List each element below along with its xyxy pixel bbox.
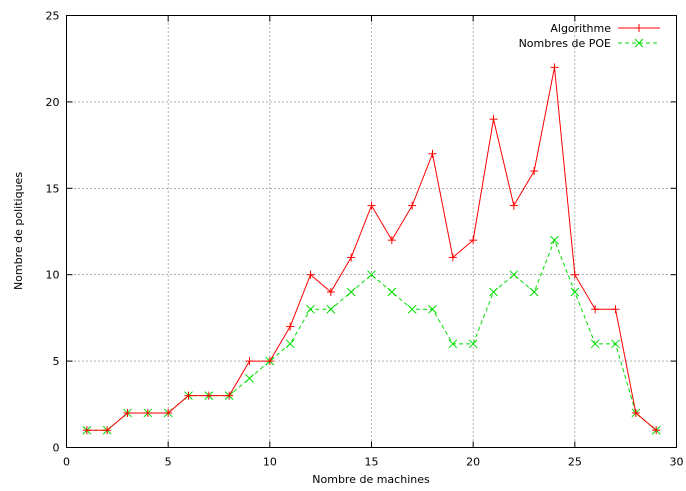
data-point [489,115,498,124]
y-tick-label: 20 [46,96,60,109]
data-point [306,270,315,279]
data-point [245,374,254,383]
x-tick-label: 30 [670,456,684,469]
y-tick-label: 5 [53,355,60,368]
grid [66,15,677,448]
data-point [347,253,356,262]
y-tick-label: 15 [46,182,60,195]
data-point [306,304,315,314]
data-point [367,201,376,210]
data-point [611,305,620,314]
data-point [164,408,173,417]
data-point [469,236,478,245]
series-1 [82,63,661,435]
data-point [408,201,417,210]
data-point [428,304,437,314]
data-point [611,339,620,349]
data-point [387,236,396,245]
legend-label: Algorithme [550,22,611,35]
data-point [265,357,274,366]
data-point [103,426,112,435]
data-point [204,391,213,400]
data-point [591,305,600,314]
series-layer [82,63,661,435]
data-point [509,201,518,210]
data-point [225,391,234,400]
data-point [529,287,539,297]
data-point [245,357,254,366]
data-point [570,287,580,297]
axis-ticks: 0 5 10 15 20 25 30 0 5 10 15 20 25 [46,10,684,469]
x-tick-label: 10 [263,456,277,469]
y-tick-label: 0 [53,442,60,455]
y-axis-label: Nombre de politiques [12,172,25,290]
data-point [631,408,640,417]
y-tick-label: 10 [46,269,60,282]
data-point [448,339,458,349]
x-axis-label: Nombre de machines [312,473,430,486]
x-tick-label: 15 [365,456,379,469]
data-point [570,270,579,279]
x-tick-label: 0 [63,456,70,469]
data-point [407,304,417,314]
legend-label: Nombres de POE [519,37,611,50]
data-point [367,270,376,280]
data-point [448,253,457,262]
x-tick-label: 20 [466,456,480,469]
x-tick-label: 25 [568,456,582,469]
data-point [326,304,336,314]
data-point [184,391,193,400]
legend-marker [635,24,643,32]
x-tick-label: 5 [165,456,172,469]
data-point [652,426,661,435]
series-line [86,238,657,431]
data-point [123,408,132,417]
data-point [428,149,437,158]
legend: Algorithme Nombres de POE [519,22,660,50]
data-point [143,408,152,417]
data-point [346,287,356,297]
data-point [489,287,498,297]
data-point [590,339,600,349]
legend-item: Algorithme [550,22,660,35]
data-point [286,322,295,331]
data-point [468,339,478,349]
legend-marker [634,38,644,48]
data-point [530,167,539,176]
data-point [285,339,295,349]
data-point [387,287,397,297]
y-tick-label: 25 [46,10,60,23]
legend-item: Nombres de POE [519,37,660,50]
data-point [550,235,559,245]
data-point [509,270,519,280]
data-point [326,287,335,296]
data-point [550,63,559,72]
data-point [82,426,91,435]
